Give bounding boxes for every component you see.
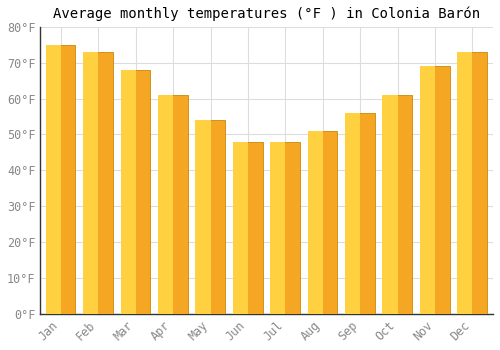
Bar bbox=[196, 120, 210, 314]
Bar bbox=[270, 142, 285, 314]
Bar bbox=[382, 95, 398, 314]
Bar bbox=[83, 52, 98, 314]
Title: Average monthly temperatures (°F ) in Colonia Barón: Average monthly temperatures (°F ) in Co… bbox=[53, 7, 480, 21]
Bar bbox=[308, 131, 323, 314]
Bar bbox=[120, 70, 136, 314]
Bar bbox=[458, 52, 487, 314]
Bar bbox=[158, 95, 173, 314]
Bar bbox=[308, 131, 338, 314]
Bar bbox=[420, 66, 450, 314]
Bar bbox=[84, 52, 113, 314]
Bar bbox=[271, 142, 300, 314]
Bar bbox=[383, 95, 412, 314]
Bar bbox=[420, 66, 435, 314]
Bar bbox=[158, 95, 188, 314]
Bar bbox=[46, 45, 61, 314]
Bar bbox=[46, 45, 76, 314]
Bar bbox=[121, 70, 150, 314]
Bar bbox=[234, 142, 262, 314]
Bar bbox=[345, 113, 360, 314]
Bar bbox=[346, 113, 375, 314]
Bar bbox=[196, 120, 225, 314]
Bar bbox=[233, 142, 248, 314]
Bar bbox=[458, 52, 472, 314]
